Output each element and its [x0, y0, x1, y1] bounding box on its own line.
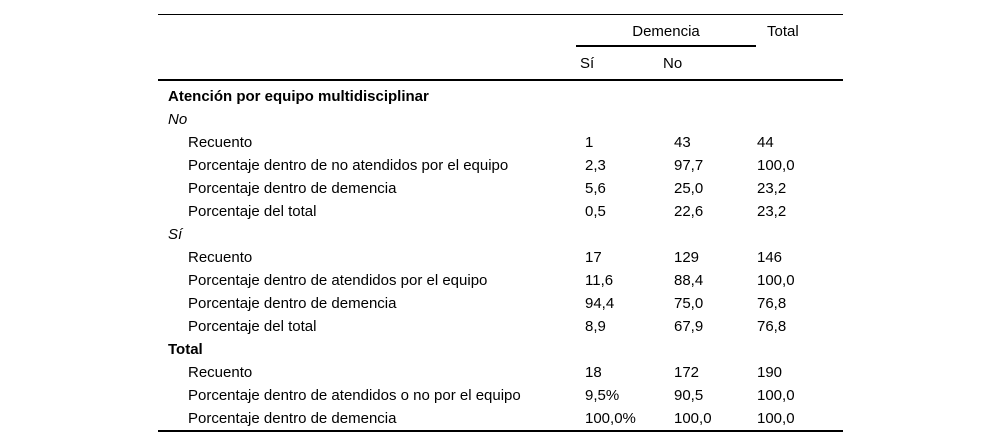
row-label: Recuento: [188, 249, 253, 266]
cell-no: 43: [674, 134, 691, 151]
cell-si: 94,4: [585, 295, 615, 312]
row-label: Sí: [168, 226, 183, 243]
column-header-no: No: [663, 55, 683, 72]
cell-si: 100,0%: [585, 410, 636, 427]
row-label: Porcentaje dentro de demencia: [188, 180, 397, 197]
table-row: Recuento 1 43 44: [158, 131, 843, 154]
cell-total: 100,0: [757, 410, 795, 427]
table-body: Atención por equipo multidisciplinar No Re…: [158, 81, 843, 432]
cell-si: 2,3: [585, 157, 606, 174]
cell-no: 90,5: [674, 387, 704, 404]
cell-no: 172: [674, 364, 700, 381]
table-row: Porcentaje dentro de atendidos por el eq…: [158, 269, 843, 292]
cell-si: 8,9: [585, 318, 606, 335]
row-label: Porcentaje dentro de demencia: [188, 410, 397, 427]
cell-si: 11,6: [585, 272, 614, 289]
table-row: Porcentaje dentro de no atendidos por el…: [158, 154, 843, 177]
table-header: Demencia Total Sí No: [158, 14, 843, 81]
cell-total: 100,0: [757, 272, 795, 289]
row-label: Porcentaje dentro de atendidos o no por …: [188, 387, 521, 404]
spanner-underline: [576, 45, 756, 47]
column-header-si: Sí: [580, 55, 595, 72]
row-label: Recuento: [188, 364, 253, 381]
cell-si: 5,6: [585, 180, 606, 197]
cell-total: 100,0: [757, 157, 795, 174]
row-label: Porcentaje dentro de no atendidos por el…: [188, 157, 509, 174]
table-row: Atención por equipo multidisciplinar: [158, 85, 843, 108]
row-label: Porcentaje del total: [188, 203, 317, 220]
row-label: Recuento: [188, 134, 253, 151]
row-label: Porcentaje del total: [188, 318, 317, 335]
cell-no: 100,0: [674, 410, 712, 427]
cell-no: 129: [674, 249, 700, 266]
table-row: Porcentaje del total 8,9 67,9 76,8: [158, 315, 843, 338]
header-spanner-demencia: Demencia: [632, 23, 700, 40]
cell-total: 23,2: [757, 203, 787, 220]
row-label: No: [168, 111, 188, 128]
cell-total: 76,8: [757, 295, 787, 312]
table-row: Porcentaje dentro de atendidos o no por …: [158, 384, 843, 407]
row-label: Total: [168, 341, 203, 358]
cell-no: 22,6: [674, 203, 704, 220]
table-row: No: [158, 108, 843, 131]
table-row: Porcentaje dentro de demencia 94,4 75,0 76,…: [158, 292, 843, 315]
row-label: Atención por equipo multidisciplinar: [168, 88, 429, 105]
cell-no: 67,9: [674, 318, 704, 335]
cell-total: 146: [757, 249, 783, 266]
cell-no: 88,4: [674, 272, 704, 289]
cell-si: 18: [585, 364, 602, 381]
cell-total: 76,8: [757, 318, 787, 335]
table-row: Recuento 18 172 190: [158, 361, 843, 384]
table-row: Porcentaje dentro de demencia 100,0% 100,0…: [158, 407, 843, 430]
table-row: Sí: [158, 223, 843, 246]
cell-total: 100,0: [757, 387, 795, 404]
cell-total: 190: [757, 364, 783, 381]
table-row: Total: [158, 338, 843, 361]
row-label: Porcentaje dentro de demencia: [188, 295, 397, 312]
cell-si: 0,5: [585, 203, 606, 220]
table-row: Porcentaje dentro de demencia 5,6 25,0 23,2: [158, 177, 843, 200]
cell-no: 25,0: [674, 180, 704, 197]
cell-no: 75,0: [674, 295, 704, 312]
table-row: Porcentaje del total 0,5 22,6 23,2: [158, 200, 843, 223]
cell-si: 9,5%: [585, 387, 620, 404]
cell-total: 44: [757, 134, 774, 151]
cell-si: 17: [585, 249, 602, 266]
cell-no: 97,7: [674, 157, 704, 174]
cell-total: 23,2: [757, 180, 787, 197]
crosstab-table: Demencia Total Sí No Atención por equipo…: [158, 14, 843, 432]
header-total: Total: [767, 23, 799, 40]
cell-si: 1: [585, 134, 594, 151]
table-row: Recuento 17 129 146: [158, 246, 843, 269]
row-label: Porcentaje dentro de atendidos por el eq…: [188, 272, 488, 289]
